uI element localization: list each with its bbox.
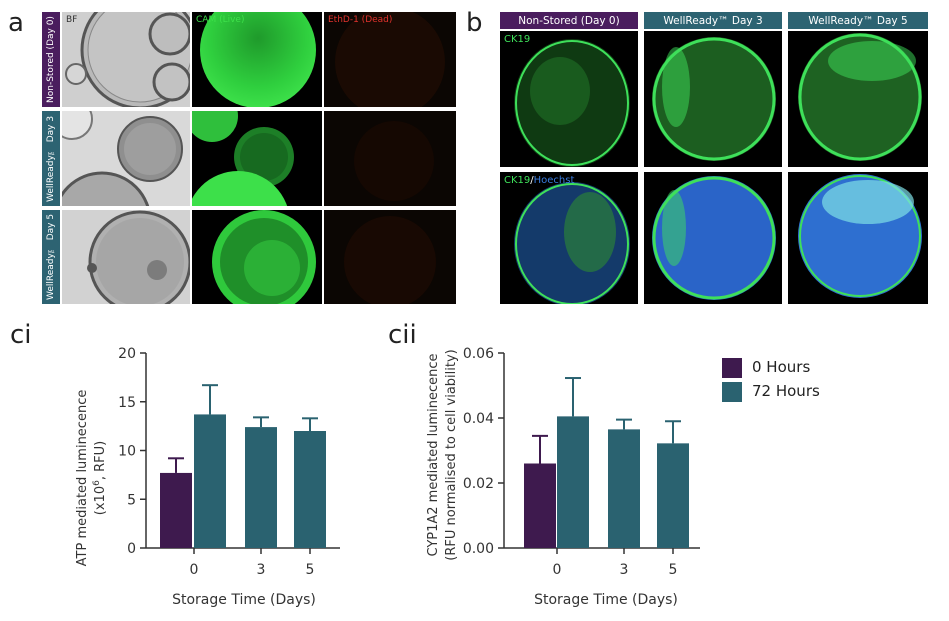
- cii-ylabel-line2-pre: (RFU normalised to cell viability): [444, 349, 459, 560]
- legend-label-72-hours: 72 Hours: [752, 382, 820, 400]
- ck19-hoechst-image-day0: CK19/Hoechst: [500, 172, 638, 304]
- x-tick-label: 3: [620, 562, 629, 578]
- ci-ylabel-line2-sup: 6: [92, 480, 102, 486]
- live-stain-image-day3: [192, 111, 322, 206]
- x-tick-label: 0: [190, 562, 199, 578]
- cii-bars: [524, 377, 689, 548]
- row-label-nonstored: Non-Stored (Day 0): [42, 12, 60, 107]
- legend-swatch-0-hours: [722, 358, 742, 378]
- panel-a-image-grid: Non-Stored (Day 0) WellReady™ Day 3 Well…: [42, 12, 456, 304]
- y-tick-label: 0.00: [463, 541, 494, 557]
- ck19-hoechst-image-day5: [788, 172, 928, 304]
- brightfield-image-day3: [62, 111, 190, 206]
- row-label-day5: WellReady™ Day 5: [42, 210, 60, 304]
- ck19-hoechst-image-day3: [644, 172, 782, 304]
- chart-ci: ATP mediated luminecence (x106, RFU) 0 5 1…: [75, 346, 340, 608]
- bar-72-hours-day-0: [557, 416, 589, 548]
- dead-stain-image-day0: EthD-1 (Dead): [324, 12, 456, 107]
- ck19-image-day0: CK19: [500, 31, 638, 167]
- live-stain-image-day5: [192, 210, 322, 304]
- dead-stain-image-day5: [324, 210, 456, 304]
- legend-swatch-72-hours: [722, 382, 742, 402]
- live-stain-image-day0: CAM (Live): [192, 12, 322, 107]
- stain-label-ck19-hoechst: CK19/Hoechst: [504, 175, 574, 186]
- column-label-day5: WellReady™ Day 5: [788, 12, 928, 29]
- y-tick-label: 10: [118, 444, 136, 460]
- channel-label-dead: EthD-1 (Dead): [328, 15, 393, 25]
- cii-ylabel-line2: (RFU normalised to cell viability): [444, 349, 459, 560]
- ci-ylabel-line1: ATP mediated luminecence: [75, 390, 90, 567]
- bar-0-hours-day-0: [524, 463, 556, 548]
- ci-xlabel: Storage Time (Days): [172, 592, 316, 608]
- x-tick-label: 5: [669, 562, 678, 578]
- cii-ylabel-line1: CYP1A2 mediated luminecence: [426, 353, 441, 556]
- x-tick-label: 0: [553, 562, 562, 578]
- ci-ylabel-line2-post: , RFU): [93, 441, 108, 480]
- y-tick-label: 0.02: [463, 476, 494, 492]
- brightfield-image-day5: [62, 210, 190, 304]
- dead-stain-image-day3: [324, 111, 456, 206]
- bar-72-hours-day-3: [608, 429, 640, 548]
- ci-ylabel-line2-pre: (x10: [93, 486, 108, 515]
- ck19-image-day5: [788, 31, 928, 167]
- column-label-nonstored: Non-Stored (Day 0): [500, 12, 638, 29]
- stain-label-separator: /: [530, 175, 534, 186]
- y-tick-label: 20: [118, 346, 136, 362]
- row-label-day3: WellReady™ Day 3: [42, 111, 60, 206]
- ci-bars: [160, 384, 326, 548]
- bar-72-hours-day-5: [657, 443, 689, 548]
- column-label-day3: WellReady™ Day 3: [644, 12, 782, 29]
- brightfield-image-day0: BF: [62, 12, 190, 107]
- y-tick-label: 5: [127, 492, 136, 508]
- x-tick-label: 3: [257, 562, 266, 578]
- legend: 0 Hours 72 Hours: [722, 356, 862, 406]
- panel-letter-a: a: [8, 8, 24, 38]
- y-tick-label: 0.04: [463, 411, 494, 427]
- bar-0-hours-day-0: [160, 472, 192, 548]
- channel-label-live: CAM (Live): [196, 15, 245, 25]
- panel-letter-ci: ci: [10, 320, 32, 350]
- panel-letter-cii: cii: [388, 320, 417, 350]
- ck19-image-day3: [644, 31, 782, 167]
- cii-xlabel: Storage Time (Days): [534, 592, 678, 608]
- x-tick-label: 5: [306, 562, 315, 578]
- bar-72-hours-day-5: [294, 431, 326, 548]
- panel-b-image-grid: Non-Stored (Day 0) WellReady™ Day 3 Well…: [498, 12, 932, 304]
- ci-ylabel-line2: (x106, RFU): [92, 441, 108, 515]
- y-tick-label: 15: [118, 395, 136, 411]
- panel-letter-b: b: [466, 8, 483, 38]
- y-tick-label: 0: [127, 541, 136, 557]
- y-tick-label: 0.06: [463, 346, 494, 362]
- legend-label-0-hours: 0 Hours: [752, 358, 811, 376]
- stain-label-ck19-part: CK19: [504, 175, 531, 186]
- bar-72-hours-day-3: [245, 427, 277, 548]
- stain-label-hoechst-part: Hoechst: [533, 175, 575, 186]
- stain-label-ck19: CK19: [504, 34, 531, 45]
- chart-cii: CYP1A2 mediated luminecence (RFU normali…: [426, 346, 700, 608]
- channel-label-bf: BF: [66, 15, 78, 25]
- bar-72-hours-day-0: [194, 414, 226, 548]
